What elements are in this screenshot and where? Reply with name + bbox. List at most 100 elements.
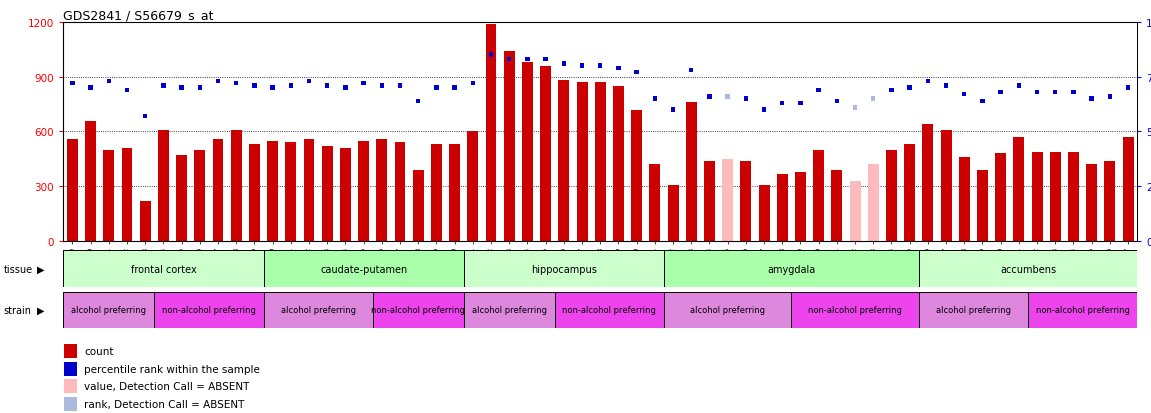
Bar <box>740 161 752 242</box>
Bar <box>1068 152 1078 242</box>
Point <box>100 78 119 85</box>
Point <box>136 114 154 120</box>
Bar <box>464 292 555 328</box>
Bar <box>686 103 696 242</box>
Bar <box>158 131 169 242</box>
Bar <box>504 52 514 242</box>
Text: tissue: tissue <box>3 264 32 274</box>
Text: ▶: ▶ <box>37 305 45 315</box>
Point <box>500 57 518 63</box>
Bar <box>449 145 460 242</box>
Text: alcohol preferring: alcohol preferring <box>71 306 146 315</box>
Text: amygdala: amygdala <box>768 264 816 274</box>
Bar <box>540 66 551 242</box>
Point <box>154 83 173 90</box>
Bar <box>613 87 624 242</box>
Point <box>1100 94 1119 100</box>
Bar <box>523 63 533 242</box>
Point <box>955 92 974 98</box>
Bar <box>395 143 405 242</box>
Bar <box>996 154 1006 242</box>
Bar <box>905 145 915 242</box>
Point <box>191 85 209 92</box>
Bar <box>1050 152 1061 242</box>
Point <box>336 85 355 92</box>
Text: alcohol preferring: alcohol preferring <box>281 306 356 315</box>
Bar <box>759 185 770 242</box>
Bar <box>595 83 605 242</box>
Bar <box>1013 138 1024 242</box>
Bar <box>195 150 205 242</box>
Point <box>590 63 609 70</box>
Bar <box>413 171 424 242</box>
Point <box>482 52 501 59</box>
Point <box>791 100 809 107</box>
Point <box>63 81 82 87</box>
Point <box>918 78 937 85</box>
Bar <box>959 158 970 242</box>
Text: non-alcohol preferring: non-alcohol preferring <box>162 306 256 315</box>
Bar <box>1031 152 1043 242</box>
Point <box>773 100 792 107</box>
Bar <box>664 251 918 287</box>
Bar <box>464 251 664 287</box>
Bar <box>285 143 296 242</box>
Bar <box>213 140 223 242</box>
Point <box>609 65 627 72</box>
Point <box>555 61 573 68</box>
Point <box>828 98 846 105</box>
Point <box>900 85 918 92</box>
Text: non-alcohol preferring: non-alcohol preferring <box>372 306 465 315</box>
Point <box>355 81 373 87</box>
Point <box>117 87 136 94</box>
Text: alcohol preferring: alcohol preferring <box>936 306 1011 315</box>
Bar <box>304 140 314 242</box>
Text: value, Detection Call = ABSENT: value, Detection Call = ABSENT <box>84 382 250 392</box>
Bar <box>376 140 387 242</box>
Text: rank, Detection Call = ABSENT: rank, Detection Call = ABSENT <box>84 399 244 409</box>
Bar <box>940 131 952 242</box>
Bar <box>814 150 824 242</box>
Point <box>846 105 864 112</box>
Point <box>809 87 828 94</box>
Point <box>264 85 282 92</box>
Bar <box>918 251 1137 287</box>
Bar <box>64 362 77 376</box>
Bar <box>486 24 496 242</box>
Bar <box>831 171 843 242</box>
Bar <box>430 145 442 242</box>
Point <box>1119 85 1137 92</box>
Point <box>646 96 664 102</box>
Text: accumbens: accumbens <box>1000 264 1055 274</box>
Bar <box>1122 138 1134 242</box>
Bar <box>922 125 933 242</box>
Bar <box>322 147 333 242</box>
Point <box>82 85 100 92</box>
Bar <box>849 181 861 242</box>
Bar <box>249 145 260 242</box>
Point <box>464 81 482 87</box>
Point <box>737 96 755 102</box>
Point <box>1028 90 1046 96</box>
Point <box>427 85 445 92</box>
Bar <box>340 149 351 242</box>
Bar <box>795 172 806 242</box>
Point <box>991 90 1009 96</box>
Text: count: count <box>84 347 114 356</box>
Text: non-alcohol preferring: non-alcohol preferring <box>808 306 902 315</box>
Text: GDS2841 / S56679_s_at: GDS2841 / S56679_s_at <box>63 9 214 21</box>
Point <box>974 98 992 105</box>
Point <box>627 70 646 76</box>
Point <box>755 107 773 114</box>
Text: non-alcohol preferring: non-alcohol preferring <box>563 306 656 315</box>
Bar <box>64 344 77 358</box>
Bar <box>154 292 264 328</box>
Bar <box>64 380 77 394</box>
Bar <box>373 292 464 328</box>
Point <box>683 68 701 74</box>
Bar <box>63 251 264 287</box>
Bar <box>358 141 369 242</box>
Bar <box>267 141 279 242</box>
Text: strain: strain <box>3 305 31 315</box>
Bar <box>792 292 918 328</box>
